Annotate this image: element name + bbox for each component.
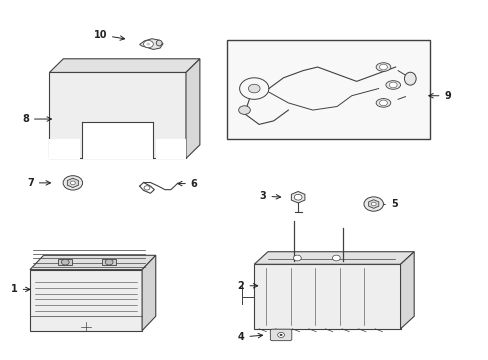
Polygon shape: [254, 252, 413, 264]
Text: 5: 5: [377, 199, 397, 210]
Circle shape: [277, 332, 284, 337]
Polygon shape: [49, 59, 200, 72]
Circle shape: [144, 186, 150, 190]
Circle shape: [146, 42, 150, 45]
Ellipse shape: [375, 63, 390, 71]
Text: 3: 3: [259, 191, 280, 201]
Ellipse shape: [375, 99, 390, 107]
Circle shape: [363, 197, 383, 211]
Text: 10: 10: [93, 30, 124, 40]
Polygon shape: [67, 178, 78, 188]
Circle shape: [143, 41, 153, 48]
Text: 6: 6: [177, 179, 197, 189]
Polygon shape: [140, 39, 163, 49]
Text: 1: 1: [11, 284, 30, 294]
Polygon shape: [30, 255, 156, 270]
Bar: [82, 122, 153, 159]
FancyBboxPatch shape: [270, 329, 291, 341]
Polygon shape: [368, 200, 378, 208]
Circle shape: [294, 194, 302, 200]
Circle shape: [388, 82, 396, 88]
Circle shape: [332, 255, 340, 261]
Text: 2: 2: [237, 281, 257, 291]
Bar: [102, 259, 116, 265]
Ellipse shape: [156, 40, 162, 46]
Bar: [155, 139, 185, 159]
Polygon shape: [49, 72, 185, 158]
Circle shape: [63, 176, 82, 190]
Circle shape: [370, 202, 375, 206]
Circle shape: [248, 84, 260, 93]
Circle shape: [238, 106, 250, 114]
Polygon shape: [185, 59, 200, 158]
Bar: [254, 264, 400, 329]
Text: 4: 4: [237, 332, 262, 342]
Bar: [30, 270, 142, 330]
Polygon shape: [142, 255, 156, 330]
Bar: [227, 40, 429, 139]
Text: 7: 7: [27, 178, 50, 188]
Text: 9: 9: [428, 91, 450, 101]
Text: 8: 8: [22, 114, 51, 124]
Circle shape: [61, 259, 69, 265]
Bar: [58, 259, 72, 265]
Bar: [49, 139, 80, 159]
Circle shape: [379, 64, 386, 70]
Circle shape: [293, 255, 301, 261]
Polygon shape: [291, 192, 305, 203]
Circle shape: [70, 181, 75, 185]
Ellipse shape: [385, 81, 400, 89]
Polygon shape: [400, 252, 413, 329]
Ellipse shape: [404, 72, 415, 85]
Circle shape: [279, 334, 282, 336]
Circle shape: [105, 259, 113, 265]
Circle shape: [379, 100, 386, 106]
